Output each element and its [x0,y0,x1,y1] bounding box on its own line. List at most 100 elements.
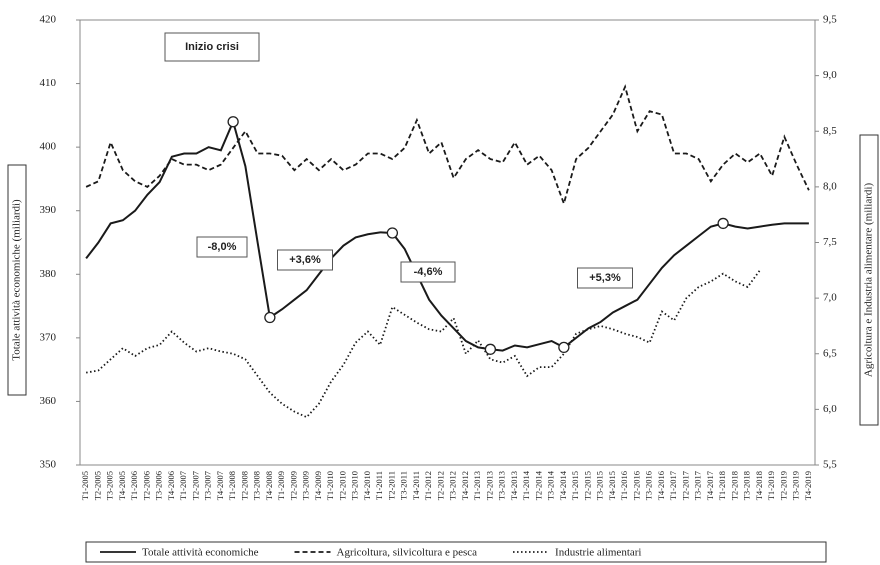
highlight-point [717,217,729,230]
x-tick-label: T2-2006 [141,471,151,500]
x-tick-label: T2-2008 [239,471,249,500]
x-tick-label: T1-2013 [472,471,482,500]
highlight-point [386,227,399,239]
legend-box [85,541,827,563]
x-tick-label: T3-2012 [448,471,458,500]
y2-tick-label: 5,5 [823,459,837,471]
plot-frame [79,19,816,466]
x-tick-label: T1-2019 [766,471,776,500]
x-tick-label: T3-2010 [350,471,360,500]
x-tick-label: T2-2010 [337,471,347,500]
annotation: +5,3% [589,272,621,284]
x-tick-label: T1-2011 [374,471,384,500]
x-tick-label: T1-2010 [325,471,335,500]
legend-label: Industrie alimentari [555,547,641,559]
y2-tick-label: 7,5 [823,236,837,248]
x-tick-label: T1-2016 [619,471,629,500]
x-tick-label: T2-2015 [582,471,592,500]
x-tick-label: T4-2010 [362,471,372,500]
x-tick-label: T1-2018 [717,471,727,500]
x-tick-label: T4-2009 [313,471,323,500]
x-tick-label: T1-2014 [521,470,531,500]
x-tick-label: T2-2012 [435,471,445,500]
y-tick-label: 370 [40,331,57,343]
y-tick-label: 380 [40,268,57,280]
y-axis-title-group: Totale attività economiche (miliardi) [7,164,27,396]
x-tick-label: T3-2017 [693,471,703,500]
x-tick-label: T3-2006 [154,471,164,500]
y2-axis-title-group: Agricoltura e Industria alimentare (mili… [859,134,879,426]
x-tick-label: T4-2013 [509,471,519,500]
x-tick-label: T4-2005 [117,471,127,500]
x-tick-label: T2-2009 [288,471,298,500]
series-line [85,118,809,352]
x-tick-label: T1-2006 [129,471,139,500]
x-tick-label: T1-2017 [668,471,678,500]
annotation: Inizio crisi [185,41,239,53]
x-tick-label: T4-2017 [705,471,715,500]
y2-tick-label: 6,5 [823,347,837,359]
annotation: +3,6% [289,254,321,266]
y-tick-label: 410 [40,77,57,89]
highlight-point [264,311,276,324]
y2-tick-label: 9,0 [823,69,837,81]
highlight-point [484,343,497,355]
x-tick-label: T1-2008 [227,471,237,500]
x-tick-label: T3-2013 [497,471,507,500]
x-tick-label: T4-2011 [411,471,421,500]
x-tick-label: T2-2014 [533,470,543,500]
y2-axis-title-box [859,134,879,426]
x-tick-label: T2-2005 [92,471,102,500]
x-tick-label: T4-2019 [803,471,813,500]
x-tick-label: T3-2008 [252,471,262,500]
series-line [85,84,810,207]
x-tick-label: T3-2009 [301,471,311,500]
x-tick-label: T4-2014 [558,470,568,500]
x-tick-label: T1-2015 [570,471,580,500]
x-tick-label: T3-2016 [644,471,654,500]
x-tick-label: T3-2018 [742,471,752,500]
x-tick-label: T3-2007 [203,471,213,500]
x-tick-label: T4-2006 [166,471,176,500]
legend-label: Totale attività economiche [142,547,259,559]
annotation: -4,6% [414,266,443,278]
y2-tick-label: 8,0 [823,180,837,192]
x-tick-label: T2-2018 [729,471,739,500]
y-tick-label: 400 [40,141,57,153]
legend-label: Agricoltura, silvicoltura e pesca [337,547,478,559]
x-tick-label: T3-2005 [105,471,115,500]
x-tick-label: T2-2019 [778,471,788,500]
annotation-box [164,32,260,62]
y2-tick-label: 9,5 [823,14,837,26]
x-tick-label: T1-2009 [276,471,286,500]
y2-tick-label: 6,0 [823,403,837,415]
y2-axis-title: Agricoltura e Industria alimentare (mili… [863,183,875,378]
x-tick-label: T4-2012 [460,471,470,500]
x-tick-label: T3-2015 [595,471,605,500]
x-tick-label: T1-2012 [423,471,433,500]
x-tick-label: T4-2007 [215,471,225,500]
y2-tick-label: 8,5 [823,125,837,137]
x-tick-label: T2-2013 [484,471,494,500]
annotation-box [277,249,333,271]
x-tick-label: T4-2015 [607,471,617,500]
y-tick-label: 360 [40,395,57,407]
x-tick-label: T1-2007 [178,471,188,500]
y-axis-title: Totale attività economiche (miliardi) [11,199,23,361]
x-tick-label: T4-2018 [754,471,764,500]
x-tick-label: T4-2008 [264,471,274,500]
x-tick-label: T3-2019 [791,471,801,500]
x-tick-label: T4-2016 [656,471,666,500]
y-tick-label: 420 [40,14,57,26]
x-tick-label: T3-2014 [546,470,556,500]
x-tick-label: T2-2011 [386,471,396,500]
highlight-point [227,116,239,128]
highlight-point [558,341,570,354]
x-tick-label: T2-2007 [190,471,200,500]
annotation: -8,0% [208,241,237,253]
annotation-box [577,267,633,289]
series-line [85,269,761,419]
annotation-box [400,261,456,283]
y-tick-label: 390 [40,204,57,216]
